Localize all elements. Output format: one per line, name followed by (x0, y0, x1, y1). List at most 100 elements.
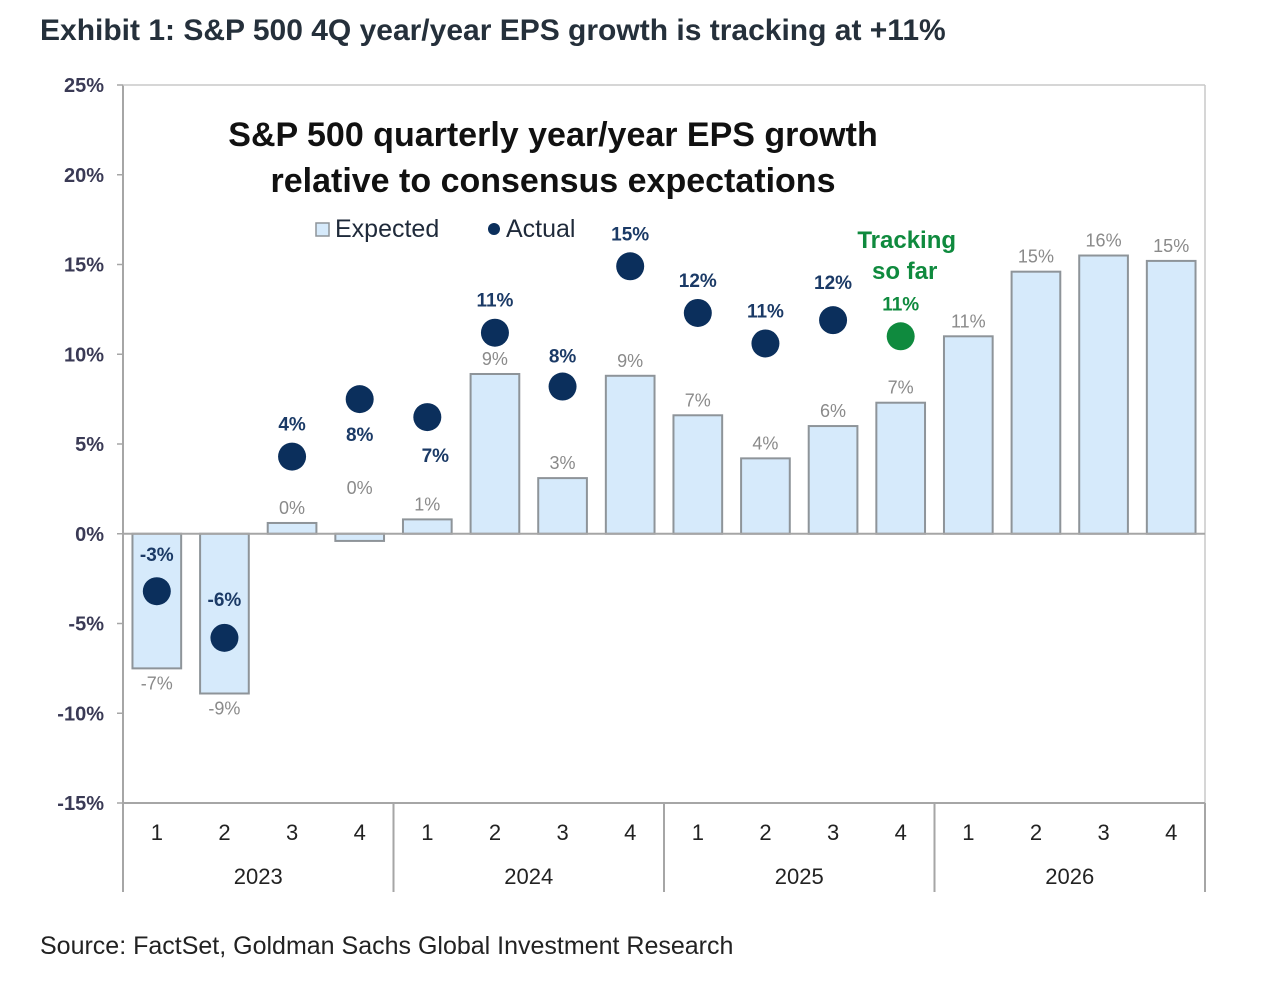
y-tick-label: 5% (75, 434, 104, 456)
x-tick-label-quarter: 3 (556, 820, 568, 845)
x-tick-label-quarter: 3 (1097, 820, 1109, 845)
x-tick-label-quarter: 2 (1030, 820, 1042, 845)
y-tick-label: -10% (57, 703, 104, 725)
y-tick-label: 20% (64, 165, 104, 187)
actual-dot (683, 298, 712, 327)
actual-data-label: 7% (422, 446, 450, 467)
expected-bar (740, 457, 791, 535)
actual-data-label: 11% (476, 291, 513, 312)
y-tick-label: 0% (75, 524, 104, 546)
x-tick-label-quarter: 1 (692, 820, 704, 845)
source-note: Source: FactSet, Goldman Sachs Global In… (40, 932, 734, 960)
x-tick-label-quarter: 3 (286, 820, 298, 845)
y-tick-label: 15% (64, 255, 104, 277)
x-tick-label-quarter: 1 (962, 820, 974, 845)
actual-dot (413, 403, 442, 432)
expected-data-label: 9% (617, 351, 643, 371)
legend-expected-label: Expected (335, 215, 439, 243)
expected-bars: -7% -9% 0% 0% 1% 9% 3% 9% 7% 4% 6% 7% 11% 15% 16% 15% (131, 231, 1197, 719)
expected-bar (672, 414, 724, 535)
expected-bar (1145, 259, 1197, 535)
expected-data-label: 15% (1153, 236, 1189, 256)
tracking-dot (886, 322, 915, 351)
expected-data-label: 7% (685, 390, 711, 410)
expected-bar (334, 532, 386, 542)
tracking-data-label: 11% (882, 294, 919, 315)
expected-bar (469, 372, 521, 535)
x-tick-label-quarter: 4 (624, 820, 636, 845)
actual-data-label: 15% (611, 224, 649, 245)
actual-dot (345, 385, 374, 414)
expected-data-label: 1% (414, 494, 440, 514)
actual-dot (819, 306, 848, 335)
expected-data-label: 15% (1018, 247, 1054, 267)
actual-data-label: 4% (278, 415, 306, 436)
expected-data-label: 0% (347, 478, 373, 498)
actual-data-label: 8% (346, 425, 374, 446)
actual-dot (480, 318, 509, 347)
actual-dot (210, 623, 239, 652)
x-axis: 1 2 3 4 1 2 3 4 1 2 3 4 1 2 3 4 2023 2024 2025 2026 (122, 803, 1206, 892)
expected-bar (537, 477, 588, 535)
x-tick-label-quarter: 2 (218, 820, 230, 845)
actual-data-label: -3% (140, 545, 174, 566)
expected-data-label: -7% (141, 673, 173, 693)
x-group-label-year: 2025 (775, 864, 824, 889)
expected-bar (1010, 270, 1062, 535)
x-group-label-year: 2023 (234, 864, 283, 889)
x-tick-label-quarter: 1 (421, 820, 433, 845)
expected-bar (1078, 254, 1129, 535)
expected-bar (266, 521, 318, 535)
expected-bar (942, 335, 994, 535)
x-tick-label-quarter: 1 (151, 820, 163, 845)
legend-actual-label: Actual (506, 215, 575, 243)
x-tick-label-quarter: 4 (895, 820, 907, 845)
expected-bar (401, 518, 453, 535)
x-tick-label-quarter: 3 (827, 820, 839, 845)
actual-dot (278, 442, 307, 471)
chart-title: S&P 500 quarterly year/year EPS growth r… (228, 116, 877, 200)
actual-dot (142, 577, 171, 606)
actual-dots: -3% -6% 4% 8% 7% 11% 8% 15% 12% 11% 12% 11% (140, 224, 919, 652)
y-tick-label: -15% (57, 793, 104, 815)
expected-data-label: -9% (208, 699, 240, 719)
tracking-annotation: Tracking so far (857, 227, 956, 285)
expected-data-label: 9% (482, 349, 508, 369)
expected-bar (604, 374, 656, 535)
x-group-label-year: 2026 (1045, 864, 1094, 889)
actual-dot (616, 252, 645, 281)
expected-bar (875, 401, 927, 535)
actual-dot (751, 329, 780, 358)
expected-data-label: 11% (951, 311, 986, 331)
tracking-annotation-line-1: Tracking (857, 227, 956, 254)
x-tick-label-quarter: 4 (1165, 820, 1177, 845)
x-tick-label-quarter: 4 (354, 820, 366, 845)
expected-data-label: 16% (1086, 231, 1122, 251)
actual-data-label: 8% (549, 347, 577, 368)
actual-data-label: 11% (747, 301, 784, 322)
actual-data-label: -6% (208, 590, 242, 611)
legend-actual-marker (488, 223, 500, 235)
expected-data-label: 3% (550, 453, 576, 473)
expected-bar (199, 532, 250, 695)
y-tick-label: 10% (64, 344, 104, 366)
expected-data-label: 4% (752, 433, 778, 453)
expected-bar (807, 425, 859, 535)
y-tick-label: -5% (68, 614, 104, 636)
expected-data-label: 0% (279, 498, 305, 518)
actual-dot (548, 372, 577, 401)
exhibit-title: Exhibit 1: S&P 500 4Q year/year EPS grow… (40, 14, 946, 47)
legend: Expected Actual (315, 215, 575, 243)
x-tick-label-quarter: 2 (489, 820, 501, 845)
actual-data-label: 12% (679, 271, 717, 292)
y-tick-label: 25% (64, 75, 104, 97)
y-axis: 25% 20% 15% 10% 5% 0% -5% -10% -15% (57, 75, 123, 815)
legend-expected-swatch (315, 222, 330, 237)
x-group-label-year: 2024 (504, 864, 553, 889)
x-tick-label-quarter: 2 (759, 820, 771, 845)
chart-title-line-1: S&P 500 quarterly year/year EPS growth (228, 116, 877, 154)
expected-data-label: 7% (888, 378, 914, 398)
actual-data-label: 12% (814, 273, 852, 294)
expected-data-label: 6% (820, 401, 846, 421)
